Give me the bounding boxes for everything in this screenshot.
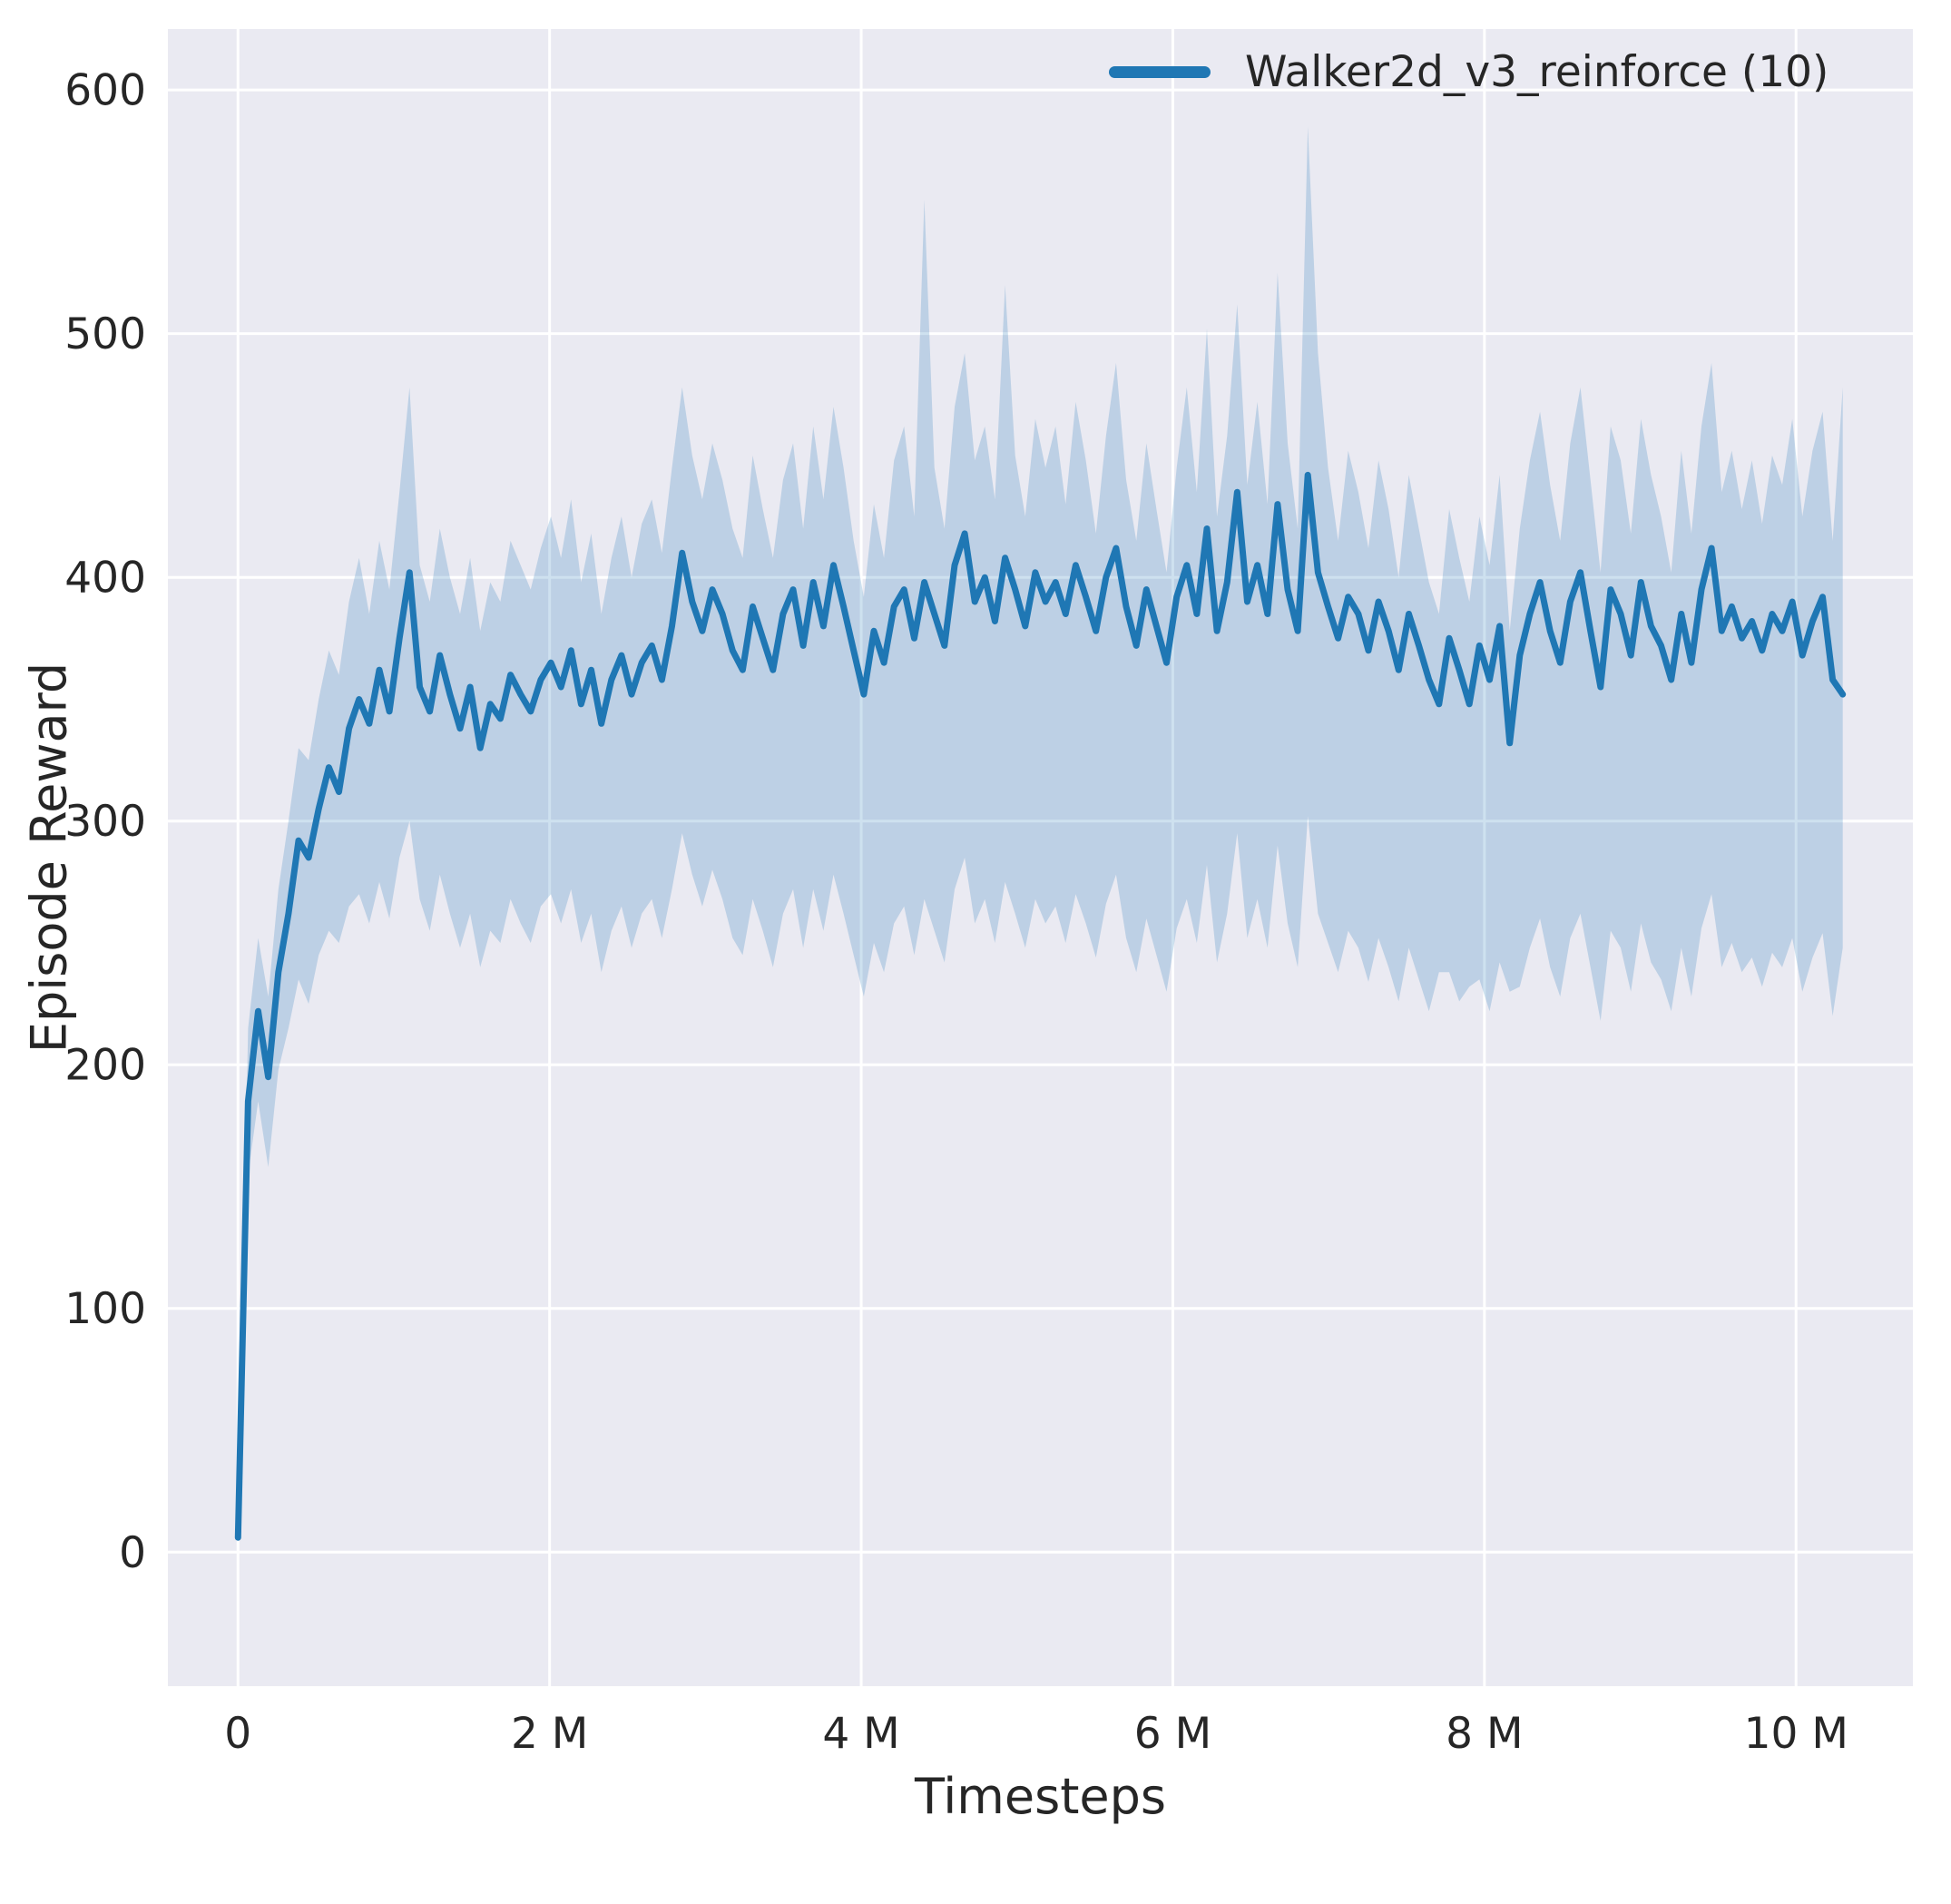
- legend-line-swatch: [1109, 66, 1211, 78]
- x-tick-label: 8 M: [1446, 1709, 1523, 1759]
- x-tick-label: 10 M: [1744, 1709, 1848, 1759]
- x-tick-label: 0: [224, 1709, 251, 1759]
- x-tick-label: 2 M: [511, 1709, 588, 1759]
- x-tick-label: 6 M: [1134, 1709, 1211, 1759]
- y-tick-label: 500: [64, 309, 146, 359]
- y-tick-label: 400: [64, 554, 146, 604]
- x-tick-label: 4 M: [822, 1709, 899, 1759]
- legend: Walker2d_v3_reinforce (10): [1109, 47, 1828, 97]
- plot-background: [168, 29, 1913, 1686]
- legend-entry-label: Walker2d_v3_reinforce (10): [1245, 47, 1829, 97]
- y-axis-label: Episode Reward: [20, 662, 78, 1054]
- y-tick-label: 100: [64, 1284, 146, 1334]
- y-tick-label: 0: [119, 1528, 146, 1578]
- mean-line: [234, 471, 1847, 1541]
- y-tick-label: 600: [64, 66, 146, 116]
- y-tick-label: 200: [64, 1041, 146, 1091]
- confidence-band: [238, 126, 1843, 1543]
- x-axis-label: Timesteps: [914, 1768, 1167, 1825]
- y-tick-label: 300: [64, 797, 146, 847]
